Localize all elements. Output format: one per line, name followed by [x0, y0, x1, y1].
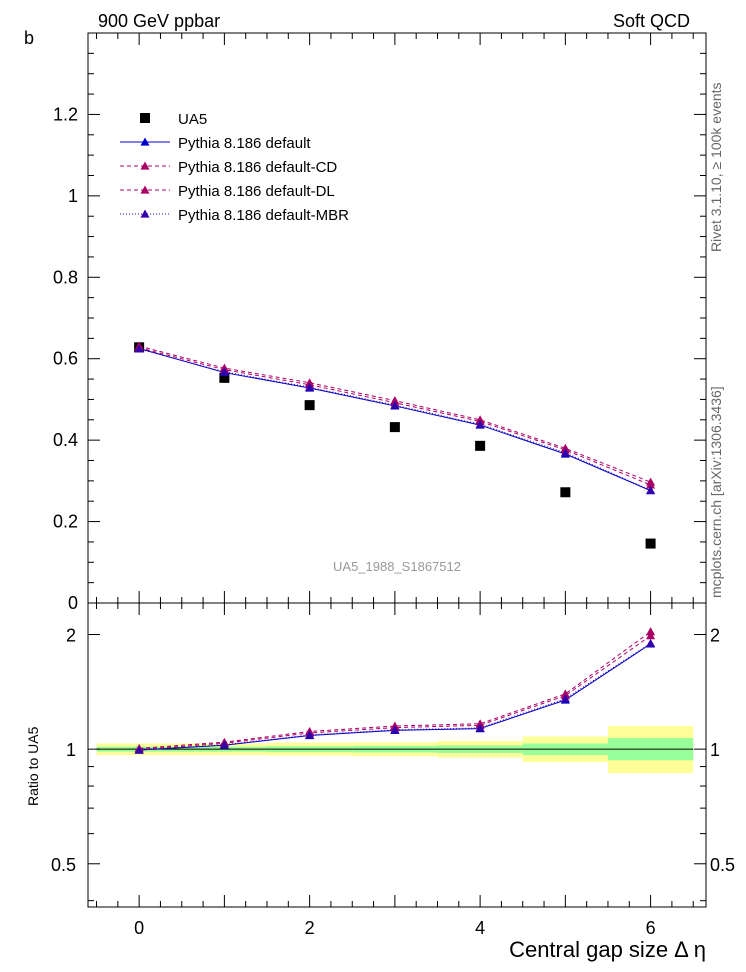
series-marker-mbr: [134, 344, 144, 353]
data-point-ua5: [560, 487, 571, 498]
ratio-line-default: [139, 643, 651, 751]
series-marker-dl: [646, 480, 656, 489]
y-tick-label: 1.2: [53, 104, 78, 124]
legend-label: Pythia 8.186 default-CD: [178, 159, 337, 176]
ratio-y-axis-label: Ratio to UA5: [25, 726, 41, 806]
data-point-ua5: [475, 440, 486, 451]
ratio-marker-mbr: [390, 725, 400, 734]
legend-label: Pythia 8.186 default-MBR: [178, 207, 349, 224]
series-line-dl: [139, 347, 651, 486]
legend: UA5 Pythia 8.186 default Pythia 8.186 defa…: [120, 111, 349, 224]
ratio-marker-mbr: [305, 730, 315, 739]
x-axis-label: Central gap size Δ η: [509, 937, 706, 962]
y-tick-label: 0.2: [53, 512, 78, 532]
x-tick-label: 2: [305, 918, 315, 938]
series-marker-mbr: [390, 400, 400, 409]
legend-label: Pythia 8.186 default: [178, 135, 311, 152]
legend-marker-default: [140, 137, 150, 146]
ratio-y-tick-label-left: 2: [66, 626, 76, 646]
ratio-y-tick-label-left: 1: [66, 740, 76, 760]
analysis-watermark: UA5_1988_S1867512: [333, 559, 461, 574]
x-tick-label: 4: [475, 918, 485, 938]
legend-label: UA5: [178, 111, 207, 128]
y-tick-label: 1: [68, 186, 78, 206]
ratio-y-tick-label-right: 0.5: [710, 855, 735, 875]
series-line-default: [139, 348, 651, 492]
ratio-y-tick-label-right: 1: [710, 740, 720, 760]
legend-marker-ua5: [140, 113, 150, 123]
ratio-y-tick-label-left: 0.5: [51, 855, 76, 875]
y-axis-label: b: [24, 28, 34, 48]
ratio-marker-dl: [646, 631, 656, 640]
series-marker-mbr: [560, 448, 570, 457]
rivet-label: Rivet 3.1.10, ≥ 100k events: [708, 82, 724, 252]
ratio-marker-mbr: [134, 745, 144, 754]
data-point-ua5: [389, 422, 400, 433]
ratio-marker-mbr: [475, 723, 485, 732]
x-tick-label: 6: [646, 918, 656, 938]
header-right: Soft QCD: [613, 11, 690, 31]
legend-label: Pythia 8.186 default-DL: [178, 183, 335, 200]
data-point-ua5: [645, 538, 656, 549]
legend-marker-cd: [140, 161, 150, 170]
ratio-series: [134, 627, 656, 754]
legend-marker-mbr: [140, 209, 150, 218]
y-tick-label: 0: [68, 593, 78, 613]
ratio-plot-frame: [87, 602, 707, 908]
series-line-cd: [139, 345, 651, 483]
y-tick-label: 0.6: [53, 349, 78, 369]
ratio-line-mbr: [139, 642, 651, 751]
mcplots-label: mcplots.cern.ch [arXiv:1306.3436]: [708, 386, 724, 598]
header-left: 900 GeV ppbar: [98, 11, 220, 31]
data-point-ua5: [304, 400, 315, 411]
ratio-marker-mbr: [219, 740, 229, 749]
x-tick-label: 0: [134, 918, 144, 938]
series-marker-mbr: [475, 419, 485, 428]
series-marker-mbr: [646, 485, 656, 494]
data-point-ua5: [219, 372, 230, 383]
ratio-marker-mbr: [560, 694, 570, 703]
ratio-y-tick-label-right: 2: [710, 626, 720, 646]
y-tick-label: 0.8: [53, 267, 78, 287]
series-marker-mbr: [305, 382, 315, 391]
ratio-marker-mbr: [646, 638, 656, 647]
ratio-bands: [96, 726, 694, 774]
axis-ticks: 0 2 4 6 0 0.2 0.4 0.6 0.8 1 1.2 0.5 0.5 1 1 2 2: [51, 32, 735, 938]
legend-marker-dl: [140, 185, 150, 194]
y-tick-label: 0.4: [53, 430, 78, 450]
series-marker-mbr: [219, 367, 229, 376]
main-series: [134, 341, 656, 549]
